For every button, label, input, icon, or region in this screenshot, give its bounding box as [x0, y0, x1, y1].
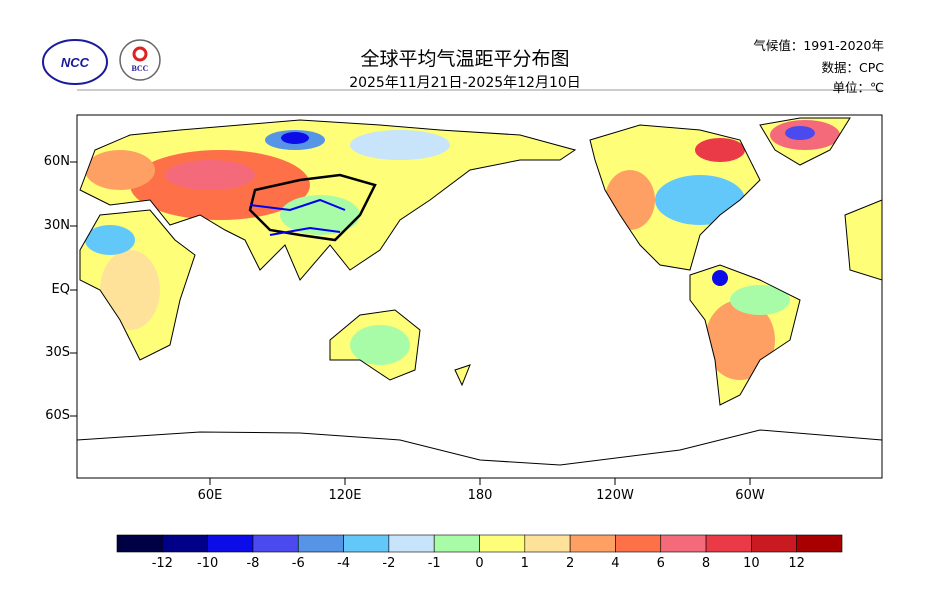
lat-label: EQ	[51, 282, 70, 297]
colorbar-label: 4	[611, 556, 620, 571]
colorbar-swatch	[479, 534, 526, 553]
climatology-period: 气候值：1991-2020年	[753, 38, 884, 53]
colorbar-label: -10	[197, 556, 219, 571]
colorbar-swatch	[569, 534, 616, 553]
colorbar-label: -12	[151, 556, 173, 571]
colorbar-swatch	[524, 534, 571, 553]
lon-label: 120E	[328, 488, 362, 503]
lat-label: 30S	[45, 345, 70, 360]
colorbar-swatch	[433, 534, 480, 553]
colorbar-label: 8	[701, 556, 711, 571]
data-source: 数据：CPC	[821, 60, 885, 75]
colorbar	[116, 534, 843, 553]
colorbar-swatch	[796, 534, 843, 553]
china-border	[248, 173, 377, 242]
antarctica-coast	[76, 429, 883, 466]
axis-ticks	[70, 161, 751, 485]
colorbar-swatch	[751, 534, 797, 553]
colorbar-swatch	[252, 534, 299, 553]
ncc-logo: NCC	[42, 39, 108, 85]
unit-label: 单位：℃	[832, 80, 884, 95]
lon-label: 60E	[197, 488, 223, 503]
colorbar-label: -1	[427, 556, 441, 571]
colorbar-swatch	[388, 534, 435, 553]
colorbar-swatch	[660, 534, 707, 553]
colorbar-label: -6	[291, 556, 305, 571]
lon-label: 60W	[735, 488, 765, 503]
colorbar-swatch	[705, 534, 752, 553]
colorbar-label: 1	[520, 556, 529, 571]
lon-label: 120W	[596, 488, 634, 503]
lat-label: 30N	[43, 218, 70, 233]
colorbar-label: -8	[246, 556, 260, 571]
svg-text:BCC: BCC	[132, 64, 149, 73]
colorbar-label: 10	[743, 556, 760, 571]
date-range: 2025年11月21日-2025年12月10日	[349, 75, 581, 91]
colorbar-label: -2	[382, 556, 396, 571]
lon-label: 180	[467, 488, 493, 503]
colorbar-swatch	[162, 534, 208, 553]
colorbar-swatch	[297, 534, 344, 553]
lat-label: 60S	[45, 408, 70, 423]
chart-title: 全球平均气温距平分布图	[360, 48, 570, 70]
bcc-logo: BCC	[119, 39, 161, 81]
colorbar-swatch	[207, 534, 254, 553]
colorbar-label: 2	[565, 556, 575, 571]
colorbar-label: 12	[788, 556, 805, 571]
colorbar-swatch	[116, 534, 163, 553]
colorbar-swatch	[615, 534, 662, 553]
colorbar-label: -4	[337, 556, 351, 571]
colorbar-label: 6	[656, 556, 665, 571]
colorbar-swatch	[343, 534, 390, 553]
colorbar-label: 0	[475, 556, 484, 571]
svg-text:NCC: NCC	[61, 55, 90, 70]
china-rivers	[249, 198, 346, 236]
lat-label: 60N	[43, 154, 70, 169]
